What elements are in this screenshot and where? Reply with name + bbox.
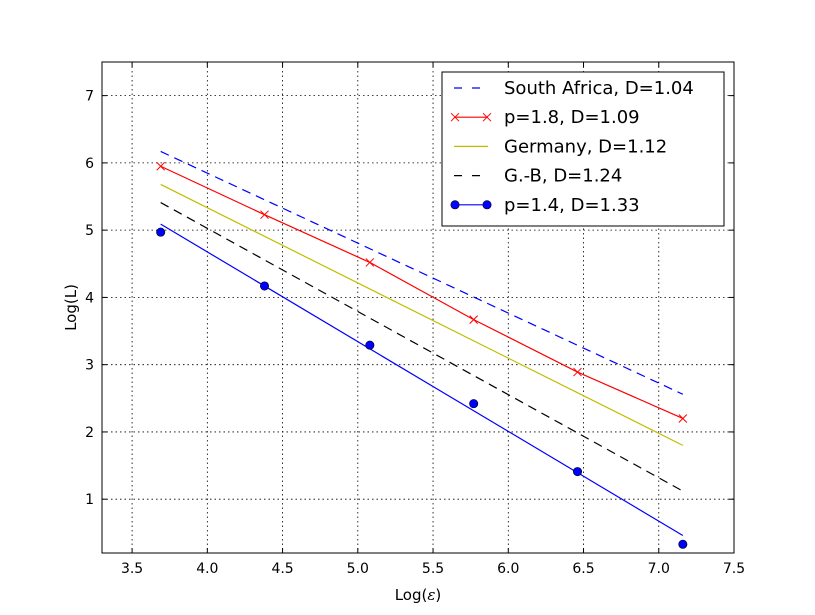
legend-item: Germany, D=1.12: [454, 136, 667, 157]
data-point: [678, 414, 688, 423]
data-point: [260, 210, 269, 220]
series-3: [160, 202, 684, 492]
x-tick-label: 4.5: [271, 561, 293, 577]
legend-item: p=1.8, D=1.09: [450, 107, 640, 128]
x-tick-label: 7.5: [723, 561, 745, 577]
legend-marker: [482, 200, 492, 210]
legend-marker: [450, 112, 460, 122]
axis-ticks: 3.5 4.0 4.5 5.0 5.5 6.0 6.5 7.0 7.5 1 2 3 4 5 6 7: [85, 62, 745, 577]
legend-marker: [482, 112, 492, 122]
y-tick-label: 4: [85, 290, 94, 306]
data-point: [469, 315, 479, 324]
data-point: [573, 467, 583, 477]
data-point: [156, 161, 166, 171]
legend-label: G.-B, D=1.24: [504, 166, 622, 187]
series-0: [160, 150, 684, 395]
legend-item: G.-B, D=1.24: [454, 166, 622, 187]
series-line: [160, 183, 684, 446]
legend-item: p=1.4, D=1.33: [450, 195, 640, 216]
y-axis-label: Log(L): [62, 284, 80, 331]
data-point: [156, 227, 166, 237]
data-point: [469, 399, 479, 409]
y-tick-label: 2: [85, 425, 94, 441]
plot-area: [101, 61, 735, 554]
x-tick-label: 4.0: [196, 561, 218, 577]
x-tick-label: 6.5: [572, 561, 594, 577]
y-tick-label: 1: [85, 492, 94, 508]
x-tick-label: 7.0: [648, 561, 670, 577]
x-tick-label: 5.5: [422, 561, 444, 577]
series-4: [156, 223, 688, 549]
data-point: [573, 367, 582, 377]
series-layer: [156, 150, 688, 549]
series-2: [160, 183, 684, 446]
series-line: [160, 150, 684, 395]
x-tick-label: 6.0: [497, 561, 519, 577]
legend-label: p=1.4, D=1.33: [504, 195, 640, 216]
data-point: [260, 281, 270, 291]
legend-box: [441, 71, 725, 227]
x-axis-label: Log(ε): [395, 586, 442, 604]
series-1: [156, 161, 688, 423]
series-line: [160, 223, 684, 537]
legend-label: p=1.8, D=1.09: [504, 107, 640, 128]
series-line: [160, 202, 684, 492]
legend-label: Germany, D=1.12: [504, 136, 667, 157]
y-tick-label: 5: [85, 223, 94, 239]
data-point: [678, 539, 688, 549]
legend-marker: [450, 200, 460, 210]
y-tick-label: 7: [85, 89, 94, 105]
legend-label: South Africa, D=1.04: [504, 78, 694, 99]
data-point: [365, 258, 375, 267]
series-line: [160, 165, 684, 420]
legend: South Africa, D=1.04 p=1.8, D=1.09 Germany…: [441, 71, 725, 227]
x-tick-label: 3.5: [121, 561, 143, 577]
legend-item: South Africa, D=1.04: [454, 78, 694, 99]
y-tick-label: 3: [85, 358, 94, 374]
x-tick-label: 5.0: [347, 561, 369, 577]
y-tick-label: 6: [85, 156, 94, 172]
data-point: [365, 340, 375, 350]
